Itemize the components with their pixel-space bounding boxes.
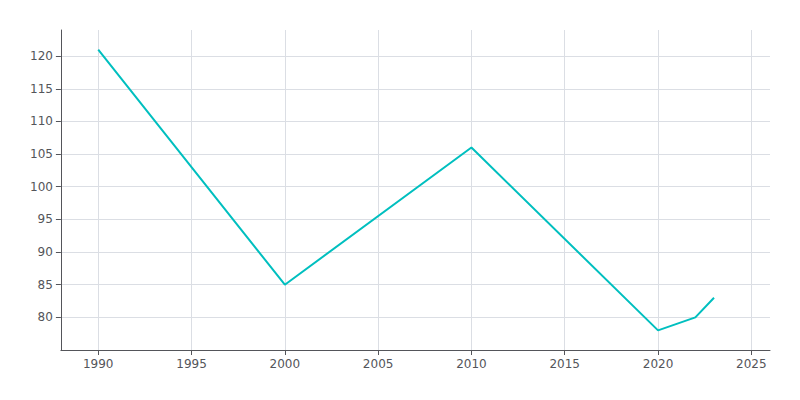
svg-text:110: 110 (30, 114, 53, 128)
svg-text:115: 115 (30, 82, 53, 96)
svg-text:1990: 1990 (83, 357, 114, 371)
svg-text:105: 105 (30, 147, 53, 161)
svg-text:80: 80 (38, 310, 53, 324)
svg-text:2000: 2000 (270, 357, 301, 371)
svg-text:1995: 1995 (176, 357, 207, 371)
svg-text:100: 100 (30, 180, 53, 194)
svg-text:90: 90 (38, 245, 53, 259)
svg-text:120: 120 (30, 49, 53, 63)
svg-text:95: 95 (38, 212, 53, 226)
svg-text:2020: 2020 (643, 357, 674, 371)
svg-text:2005: 2005 (363, 357, 394, 371)
svg-text:2010: 2010 (456, 357, 487, 371)
svg-text:2025: 2025 (736, 357, 767, 371)
svg-text:2015: 2015 (549, 357, 580, 371)
svg-text:85: 85 (38, 278, 53, 292)
